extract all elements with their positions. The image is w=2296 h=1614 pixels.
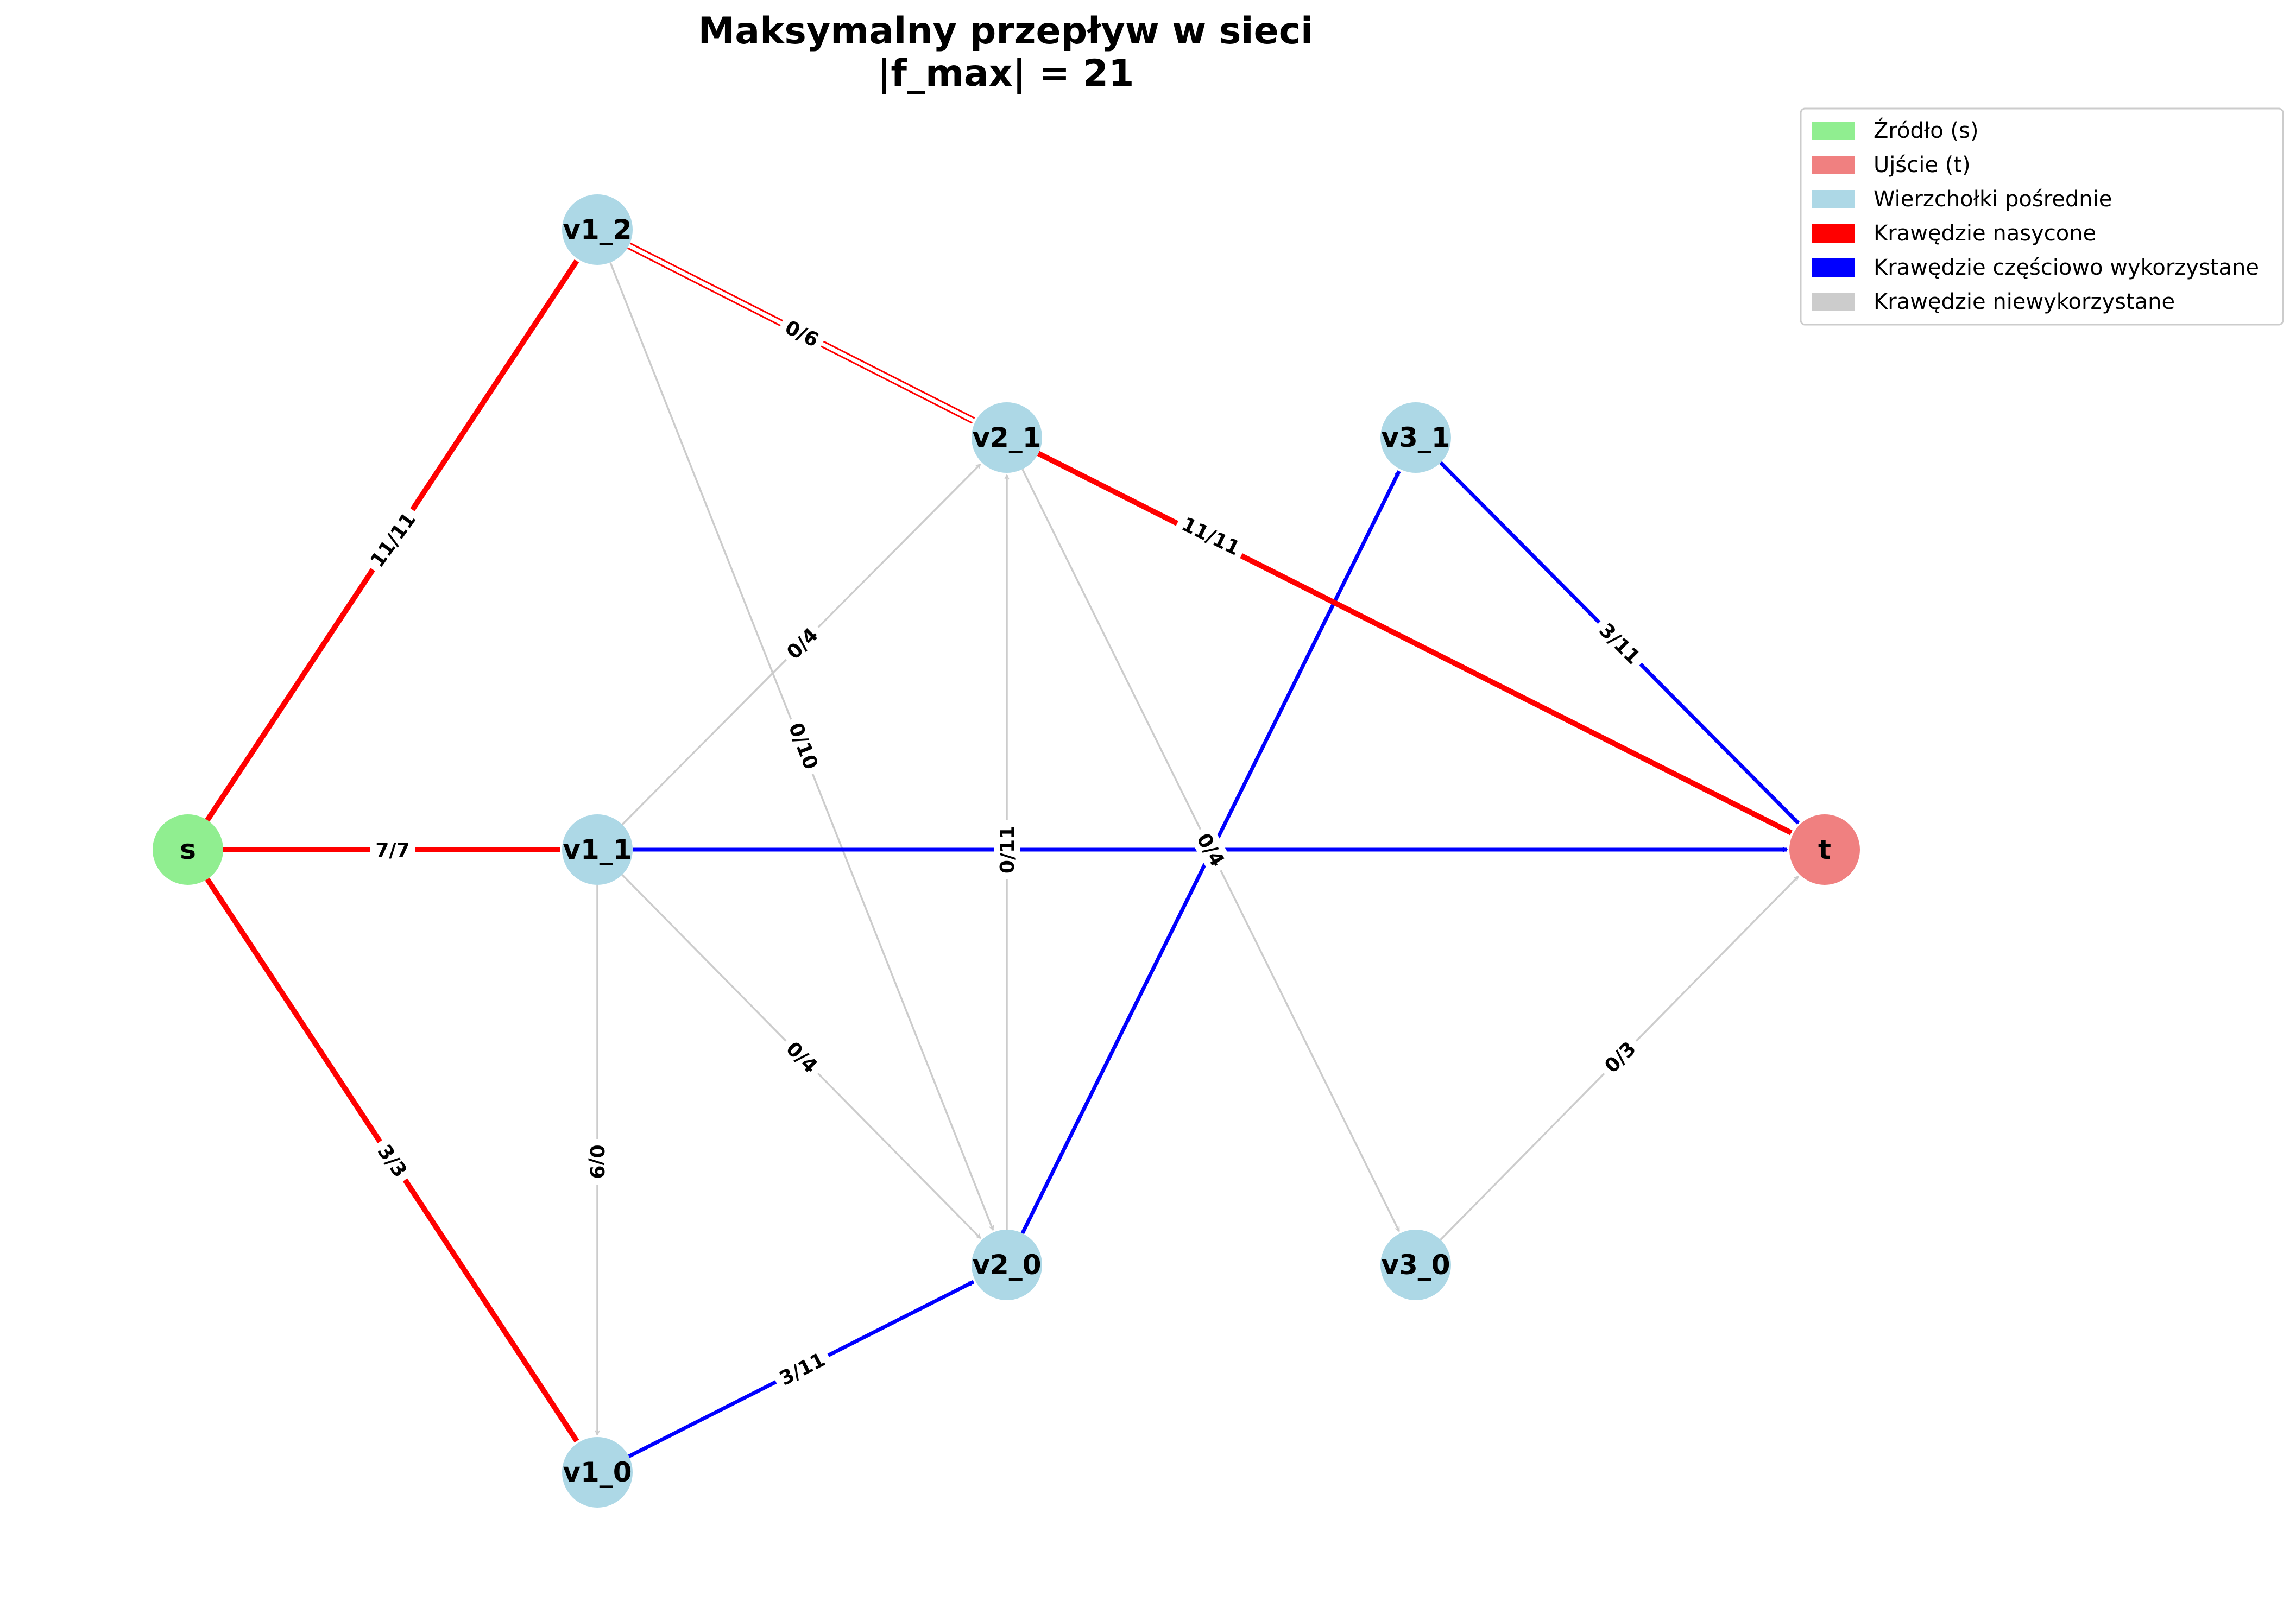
- legend-swatch: [1812, 156, 1855, 174]
- edge-s-to-v1-2-label-bg: [361, 503, 425, 577]
- edge-v1-1-to-v2-1-label-bg: [777, 618, 828, 669]
- node-v1-2-label: v1_2: [563, 214, 632, 245]
- node-v2-0-label: v2_0: [972, 1249, 1041, 1281]
- edge-v1-1-to-v1-0-label-bg: [584, 1139, 610, 1185]
- node-v1-0-label: v1_0: [563, 1457, 632, 1488]
- legend-swatch: [1812, 224, 1855, 243]
- edge-s-to-v1-1-label: 7/7: [370, 837, 415, 863]
- node-v1-1-circle: [562, 814, 633, 885]
- edge-v1-1-to-v1-0-label-text: 0/9: [585, 1144, 608, 1179]
- node-s-circle: [153, 814, 223, 885]
- edge-v3-1-to-t-label-bg: [1589, 613, 1650, 674]
- legend-frame: [1800, 107, 2284, 326]
- edge-v2-0-to-v2-1-label: 0/11: [994, 820, 1020, 879]
- edge-v2-1-to-v3-0-label-bg: [1188, 823, 1234, 876]
- node-v1-2: v1_2: [562, 194, 633, 265]
- node-v3-1-label: v3_1: [1381, 422, 1450, 453]
- node-v1-1-label: v1_1: [563, 834, 632, 865]
- node-v1-0: v1_0: [562, 1437, 633, 1508]
- node-v2-0-circle: [972, 1230, 1042, 1300]
- node-v2-1-circle: [972, 402, 1042, 473]
- legend-item-5: Krawędzie częściowo wykorzystane: [1812, 255, 2259, 280]
- node-v1-0-circle: [562, 1437, 633, 1508]
- node-t-label: t: [1818, 834, 1831, 865]
- edge-s-to-v1-0-label: 3/3: [368, 1134, 417, 1187]
- edge-s-to-v1-1-label-bg: [370, 837, 415, 863]
- node-s: s: [153, 814, 223, 885]
- edge-s-to-v1-1-label-text: 7/7: [375, 839, 409, 862]
- edge-s-to-v1-0-label-bg: [368, 1134, 417, 1187]
- node-v2-1: v2_1: [972, 402, 1042, 473]
- legend-item-6: Krawędzie niewykorzystane: [1812, 289, 2175, 314]
- legend-label: Źródło (s): [1874, 117, 1978, 143]
- node-s-label: s: [180, 834, 196, 865]
- node-v2-0: v2_0: [972, 1230, 1042, 1300]
- legend: Źródło (s) Ujście (t) Wierzchołki pośredni…: [1800, 107, 2284, 326]
- node-v3-1-circle: [1380, 402, 1451, 473]
- legend-item-2: Ujście (t): [1812, 153, 1971, 178]
- legend-item-3: Wierzchołki pośrednie: [1812, 187, 2112, 212]
- legend-label: Krawędzie częściowo wykorzystane: [1874, 255, 2259, 280]
- edge-v3-0-to-t-label-bg: [1594, 1031, 1645, 1083]
- legend-label: Wierzchołki pośrednie: [1874, 187, 2112, 212]
- node-v1-1: v1_1: [562, 814, 633, 885]
- legend-label: Ujście (t): [1874, 153, 1971, 178]
- edge-v2-0-to-v2-1-label-text: 0/11: [996, 826, 1019, 874]
- diagram-subtitle-flow-value: |f_max| = 21: [878, 52, 1134, 95]
- edge-v2-1-to-t-label-text: 11/11: [1178, 513, 1243, 560]
- legend-label: Krawędzie nasycone: [1874, 221, 2096, 246]
- edge-v1-1-to-v1-0-label: 0/9: [584, 1139, 610, 1185]
- edge-v2-0-to-v2-1-label-bg: [994, 820, 1020, 879]
- node-v3-0-label: v3_0: [1381, 1249, 1450, 1281]
- edge-v2-1-to-t-label: 11/11: [1173, 508, 1249, 564]
- edge-v1-0-to-v2-0-label: 3/11: [769, 1344, 835, 1394]
- node-v2-1-label: v2_1: [972, 422, 1041, 453]
- edge-v1-2-to-v2-1-label-bg: [775, 311, 829, 356]
- edge-v1-2-to-v2-0-label-bg: [781, 713, 827, 778]
- legend-item-4: Krawędzie nasycone: [1812, 221, 2096, 246]
- edge-s-to-v1-2-label: 11/11: [361, 503, 425, 577]
- legend-swatch: [1812, 293, 1855, 311]
- node-v3-0-circle: [1380, 1230, 1451, 1300]
- legend-swatch: [1812, 122, 1855, 140]
- edge-v1-2-to-v2-0-label: 0/10: [781, 713, 827, 778]
- node-v1-2-circle: [562, 194, 633, 265]
- nodes-layer: s v1_0 v1_1 v1_2 v2_0 v2_1 v3_0 v3_1t: [153, 194, 1860, 1508]
- edge-v1-0-to-v2-0-label-bg: [769, 1344, 835, 1394]
- edge-v2-1-to-t-label-bg: [1173, 508, 1249, 564]
- node-t-circle: [1789, 814, 1860, 885]
- legend-swatch: [1812, 258, 1855, 277]
- edge-v1-1-to-v2-0-label-bg: [777, 1031, 828, 1083]
- diagram-title: Maksymalny przepływ w sieci: [698, 10, 1314, 53]
- edge-v1-2-to-v2-1-label: 0/6: [775, 311, 829, 356]
- node-v3-0: v3_0: [1380, 1230, 1451, 1300]
- node-v3-1: v3_1: [1380, 402, 1451, 473]
- legend-swatch: [1812, 190, 1855, 208]
- edge-v2-1-to-t: [1037, 451, 1793, 836]
- node-t: t: [1789, 814, 1860, 885]
- legend-item-1: Źródło (s): [1812, 117, 1978, 143]
- legend-items: Źródło (s) Ujście (t) Wierzchołki pośredni…: [1812, 117, 2259, 314]
- legend-label: Krawędzie niewykorzystane: [1874, 289, 2175, 314]
